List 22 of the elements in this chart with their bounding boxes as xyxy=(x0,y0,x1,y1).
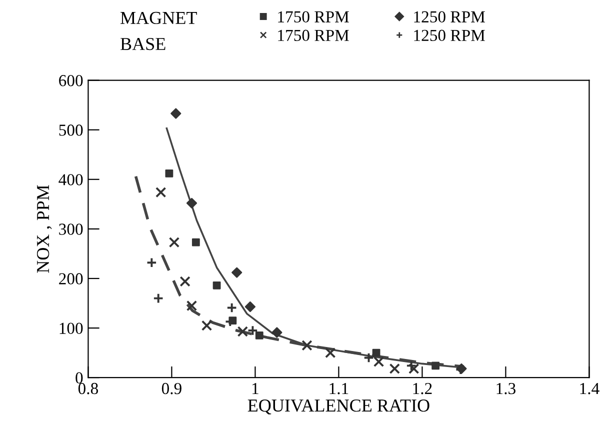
x-tick-label: 0.9 xyxy=(162,382,182,394)
x-tick-label: 1.2 xyxy=(413,382,432,394)
legend-label: 1750 RPM xyxy=(278,30,349,42)
y-tick-label: 300 xyxy=(59,224,83,235)
y-tick-label: 400 xyxy=(58,174,83,186)
x-tick-label: 1.3 xyxy=(496,382,516,394)
y-axis-title: NOX , PPM xyxy=(36,185,52,273)
y-tick-label: 100 xyxy=(60,322,83,334)
legend-label: 1250 RPM xyxy=(414,11,485,22)
y-tick-label: 600 xyxy=(59,74,83,86)
y-tick-label: 500 xyxy=(59,124,83,136)
x-tick-label: 1.4 xyxy=(580,383,600,394)
y-tick-label: 0 xyxy=(76,372,83,384)
x-axis-title: EQUIVALENCE RATIO xyxy=(248,400,430,414)
text: BASE xyxy=(120,38,166,50)
x-tick-label: 0.8 xyxy=(78,382,98,394)
x-tick-label: 1 xyxy=(252,383,258,394)
y-tick-label: 200 xyxy=(59,273,83,284)
x-tick-label: 1.1 xyxy=(330,383,348,394)
legend-label: 1250 RPM xyxy=(414,30,485,42)
legend-label: 1750 RPM xyxy=(278,11,349,22)
text: MAGNET xyxy=(120,12,197,24)
